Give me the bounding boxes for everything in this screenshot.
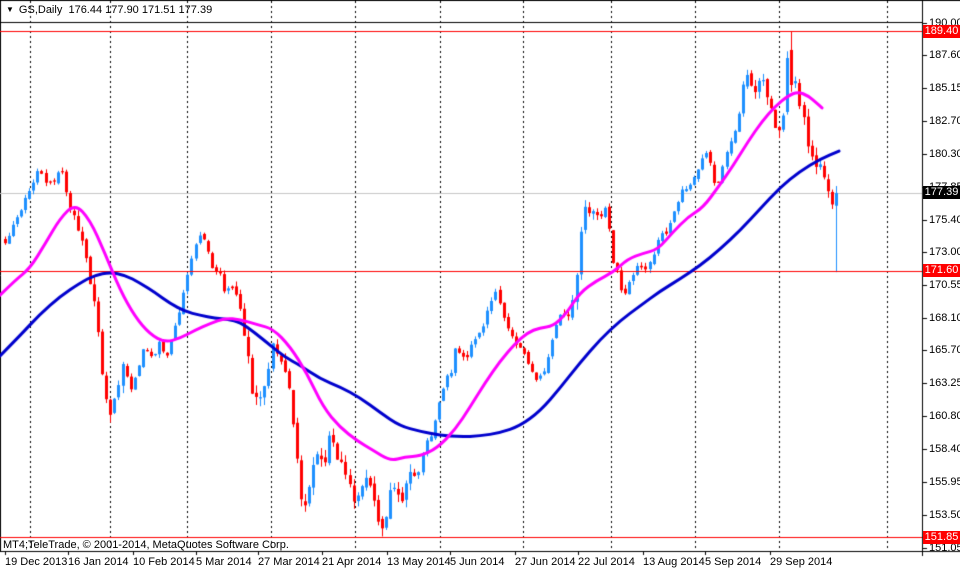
date-tick-label: 21 Apr 2014 xyxy=(322,556,382,568)
price-axis[interactable]: 190.00187.60185.15182.70180.30177.85175.… xyxy=(923,0,960,571)
price-tick-label: 173.00 xyxy=(929,246,960,259)
date-tick-label: 10 Feb 2014 xyxy=(133,556,195,568)
price-tick-label: 170.55 xyxy=(929,279,960,292)
date-tick-label: 27 Jun 2014 xyxy=(515,556,576,568)
price-tick-label: 163.25 xyxy=(929,377,960,390)
date-tick-label: 5 Jun 2014 xyxy=(450,556,505,568)
ohlc-quote-label: 176.44 177.90 171.51 177.39 xyxy=(68,4,213,16)
chart-title: ▼ GS,Daily 176.44 177.90 171.51 177.39 xyxy=(6,3,212,17)
date-tick-label: 5 Mar 2014 xyxy=(196,556,252,568)
symbol-dropdown-icon[interactable]: ▼ xyxy=(6,5,14,14)
date-tick-label: 13 Aug 2014 xyxy=(643,556,705,568)
date-tick-label: 5 Sep 2014 xyxy=(705,556,762,568)
platform-copyright: MT4;TeleTrade, © 2001-2014, MetaQuotes S… xyxy=(3,539,289,551)
hline-price-badge: 151.85 xyxy=(923,531,960,544)
price-tick-label: 153.50 xyxy=(929,508,960,521)
price-tick-label: 165.70 xyxy=(929,344,960,357)
date-tick-label: 13 May 2014 xyxy=(387,556,451,568)
price-tick-label: 158.40 xyxy=(929,442,960,455)
time-axis[interactable]: 19 Dec 2013 16 Jan 2014 10 Feb 2014 5 Mar 2… xyxy=(0,554,960,570)
price-tick-label: 182.70 xyxy=(929,115,960,128)
date-tick-label: 19 Dec 2013 xyxy=(5,556,68,568)
price-tick-label: 160.80 xyxy=(929,410,960,423)
hline-price-badge: 171.60 xyxy=(923,264,960,277)
symbol-period-label: GS,Daily xyxy=(18,4,63,16)
price-tick-label: 180.30 xyxy=(929,147,960,160)
price-tick-label: 187.60 xyxy=(929,49,960,62)
price-tick-label: 168.10 xyxy=(929,312,960,325)
price-tick-label: 155.95 xyxy=(929,475,960,488)
date-tick-label: 22 Jul 2014 xyxy=(578,556,635,568)
hline-price-badge: 189.40 xyxy=(923,25,960,38)
date-tick-label: 29 Sep 2014 xyxy=(770,556,833,568)
price-tick-label: 185.15 xyxy=(929,82,960,95)
date-tick-label: 16 Jan 2014 xyxy=(68,556,129,568)
date-tick-label: 27 Mar 2014 xyxy=(258,556,320,568)
price-tick-label: 151.05 xyxy=(929,541,960,554)
price-tick-label: 175.40 xyxy=(929,213,960,226)
current-price-badge: 177.39 xyxy=(923,186,960,199)
